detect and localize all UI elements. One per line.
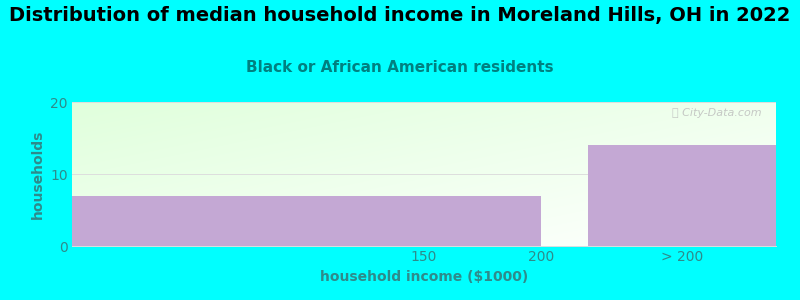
Y-axis label: households: households — [30, 129, 45, 219]
Text: Distribution of median household income in Moreland Hills, OH in 2022: Distribution of median household income … — [10, 6, 790, 25]
Text: ⓘ City-Data.com: ⓘ City-Data.com — [672, 108, 762, 118]
X-axis label: household income ($1000): household income ($1000) — [320, 270, 528, 284]
Bar — [72, 196, 542, 246]
Text: Black or African American residents: Black or African American residents — [246, 60, 554, 75]
Bar — [588, 145, 776, 246]
